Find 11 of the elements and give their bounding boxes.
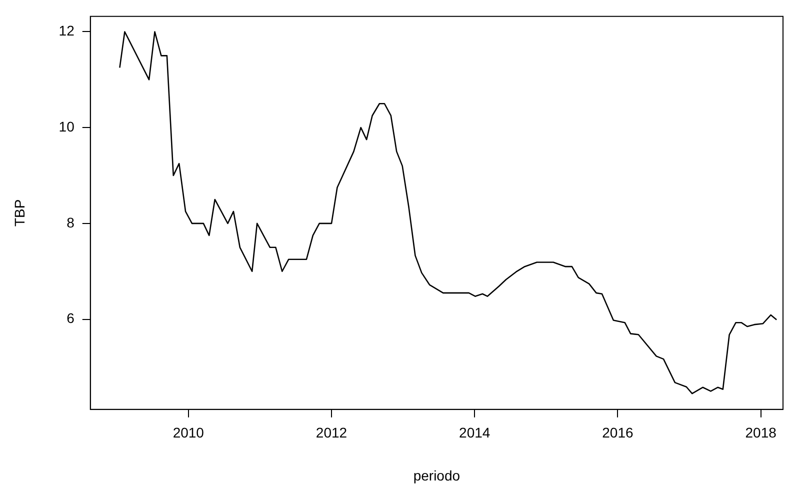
- y-axis-title: TBP: [11, 199, 28, 227]
- x-axis-title: periodo: [413, 467, 460, 484]
- x-tick-label: 2014: [459, 424, 490, 441]
- y-tick-label: 10: [58, 118, 75, 134]
- y-tick-label: 8: [66, 214, 75, 230]
- x-tick-label: 2012: [316, 424, 348, 441]
- x-tick-label: 2018: [745, 424, 777, 441]
- y-tick-label: 6: [66, 310, 75, 326]
- x-tick-label: 2010: [172, 424, 204, 441]
- x-tick-label: 2016: [602, 424, 634, 441]
- y-tick-label: 12: [58, 22, 75, 39]
